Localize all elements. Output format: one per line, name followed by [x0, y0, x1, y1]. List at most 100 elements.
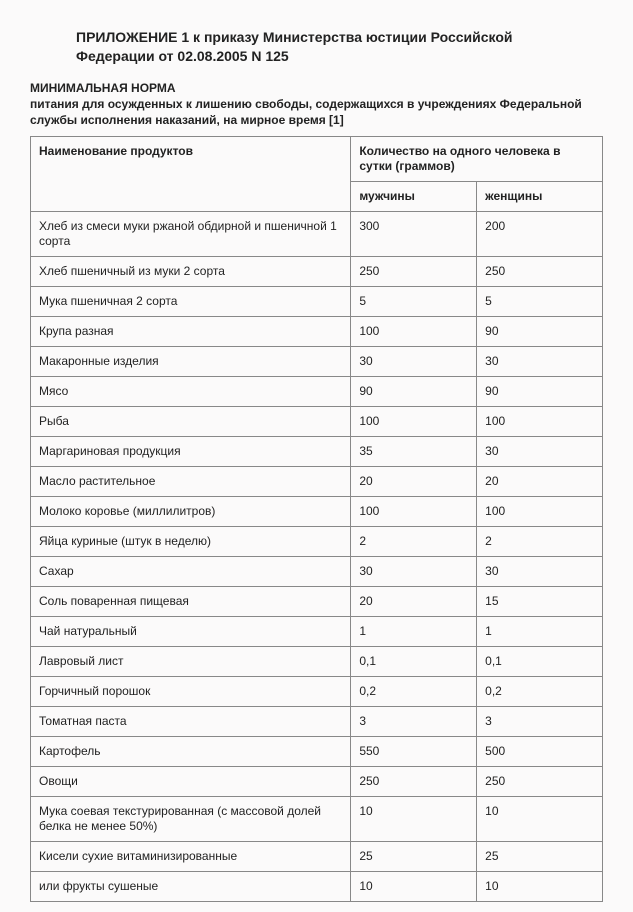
table-row: Макаронные изделия3030 [31, 347, 603, 377]
cell-female-value: 250 [477, 767, 603, 797]
cell-male-value: 20 [351, 587, 477, 617]
cell-female-value: 3 [477, 707, 603, 737]
cell-female-value: 20 [477, 467, 603, 497]
table-row: Масло растительное2020 [31, 467, 603, 497]
cell-male-value: 0,1 [351, 647, 477, 677]
cell-product-name: Сахар [31, 557, 351, 587]
cell-female-value: 250 [477, 257, 603, 287]
cell-male-value: 100 [351, 497, 477, 527]
cell-male-value: 20 [351, 467, 477, 497]
cell-male-value: 0,2 [351, 677, 477, 707]
cell-product-name: Хлеб пшеничный из муки 2 сорта [31, 257, 351, 287]
cell-product-name: Мясо [31, 377, 351, 407]
table-row: Томатная паста33 [31, 707, 603, 737]
nutrition-norm-table: Наименование продуктов Количество на одн… [30, 136, 603, 902]
table-head-row-1: Наименование продуктов Количество на одн… [31, 137, 603, 182]
table-row: Рыба100100 [31, 407, 603, 437]
table-row: Мясо9090 [31, 377, 603, 407]
cell-female-value: 5 [477, 287, 603, 317]
cell-female-value: 2 [477, 527, 603, 557]
table-row: Чай натуральный11 [31, 617, 603, 647]
cell-male-value: 550 [351, 737, 477, 767]
cell-product-name: Мука соевая текстурированная (с массовой… [31, 797, 351, 842]
table-row: Сахар3030 [31, 557, 603, 587]
cell-male-value: 5 [351, 287, 477, 317]
cell-male-value: 250 [351, 767, 477, 797]
table-row: Яйца куриные (штук в неделю)22 [31, 527, 603, 557]
table-row: Молоко коровье (миллилитров)100100 [31, 497, 603, 527]
column-header-name: Наименование продуктов [31, 137, 351, 212]
cell-product-name: Крупа разная [31, 317, 351, 347]
subtitle-line2: питания для осужденных к лишению свободы… [30, 96, 603, 128]
cell-product-name: Картофель [31, 737, 351, 767]
cell-product-name: или фрукты сушеные [31, 872, 351, 902]
cell-female-value: 30 [477, 437, 603, 467]
table-row: Соль поваренная пищевая2015 [31, 587, 603, 617]
table-body: Хлеб из смеси муки ржаной обдирной и пше… [31, 212, 603, 902]
table-row: Горчичный порошок0,20,2 [31, 677, 603, 707]
cell-product-name: Кисели сухие витаминизированные [31, 842, 351, 872]
subtitle-line1: МИНИМАЛЬНАЯ НОРМА [30, 80, 603, 96]
cell-female-value: 90 [477, 377, 603, 407]
column-header-male: мужчины [351, 182, 477, 212]
cell-product-name: Хлеб из смеси муки ржаной обдирной и пше… [31, 212, 351, 257]
column-header-quantity: Количество на одного человека в сутки (г… [351, 137, 603, 182]
cell-male-value: 100 [351, 317, 477, 347]
cell-male-value: 10 [351, 797, 477, 842]
table-row: Мука соевая текстурированная (с массовой… [31, 797, 603, 842]
cell-female-value: 10 [477, 797, 603, 842]
cell-female-value: 15 [477, 587, 603, 617]
cell-female-value: 100 [477, 497, 603, 527]
cell-female-value: 25 [477, 842, 603, 872]
cell-male-value: 250 [351, 257, 477, 287]
cell-female-value: 30 [477, 347, 603, 377]
cell-male-value: 3 [351, 707, 477, 737]
cell-male-value: 25 [351, 842, 477, 872]
cell-female-value: 90 [477, 317, 603, 347]
subtitle-block: МИНИМАЛЬНАЯ НОРМА питания для осужденных… [30, 80, 603, 129]
cell-male-value: 300 [351, 212, 477, 257]
appendix-header: ПРИЛОЖЕНИЕ 1 к приказу Министерства юсти… [76, 28, 556, 66]
table-row: Мука пшеничная 2 сорта55 [31, 287, 603, 317]
table-row: Хлеб из смеси муки ржаной обдирной и пше… [31, 212, 603, 257]
cell-male-value: 10 [351, 872, 477, 902]
cell-male-value: 30 [351, 557, 477, 587]
cell-female-value: 0,2 [477, 677, 603, 707]
cell-product-name: Мука пшеничная 2 сорта [31, 287, 351, 317]
cell-product-name: Рыба [31, 407, 351, 437]
cell-product-name: Молоко коровье (миллилитров) [31, 497, 351, 527]
cell-product-name: Масло растительное [31, 467, 351, 497]
cell-male-value: 100 [351, 407, 477, 437]
table-row: Картофель550500 [31, 737, 603, 767]
table-row: Кисели сухие витаминизированные2525 [31, 842, 603, 872]
cell-product-name: Яйца куриные (штук в неделю) [31, 527, 351, 557]
cell-female-value: 500 [477, 737, 603, 767]
cell-product-name: Маргариновая продукция [31, 437, 351, 467]
table-row: Хлеб пшеничный из муки 2 сорта250250 [31, 257, 603, 287]
cell-female-value: 100 [477, 407, 603, 437]
cell-product-name: Чай натуральный [31, 617, 351, 647]
cell-female-value: 0,1 [477, 647, 603, 677]
table-row: Маргариновая продукция3530 [31, 437, 603, 467]
cell-product-name: Горчичный порошок [31, 677, 351, 707]
cell-male-value: 30 [351, 347, 477, 377]
table-row: Крупа разная10090 [31, 317, 603, 347]
cell-male-value: 90 [351, 377, 477, 407]
cell-female-value: 10 [477, 872, 603, 902]
cell-product-name: Макаронные изделия [31, 347, 351, 377]
cell-male-value: 2 [351, 527, 477, 557]
cell-product-name: Овощи [31, 767, 351, 797]
cell-female-value: 30 [477, 557, 603, 587]
table-row: Лавровый лист0,10,1 [31, 647, 603, 677]
table-head: Наименование продуктов Количество на одн… [31, 137, 603, 212]
table-row: Овощи250250 [31, 767, 603, 797]
column-header-female: женщины [477, 182, 603, 212]
cell-product-name: Томатная паста [31, 707, 351, 737]
table-row: или фрукты сушеные1010 [31, 872, 603, 902]
cell-male-value: 35 [351, 437, 477, 467]
document-page: ПРИЛОЖЕНИЕ 1 к приказу Министерства юсти… [0, 0, 633, 912]
cell-product-name: Соль поваренная пищевая [31, 587, 351, 617]
cell-male-value: 1 [351, 617, 477, 647]
cell-female-value: 200 [477, 212, 603, 257]
cell-female-value: 1 [477, 617, 603, 647]
